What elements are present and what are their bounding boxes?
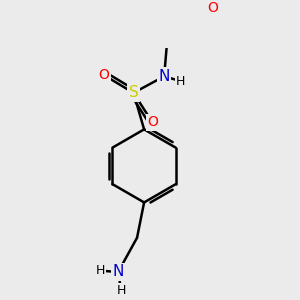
Text: H: H	[176, 75, 185, 88]
Text: H: H	[116, 284, 126, 297]
Text: O: O	[99, 68, 110, 82]
Text: O: O	[207, 1, 218, 15]
Text: S: S	[129, 85, 138, 100]
Text: N: N	[112, 264, 124, 279]
Text: O: O	[147, 115, 158, 129]
Text: H: H	[96, 264, 105, 277]
Text: N: N	[158, 69, 170, 84]
